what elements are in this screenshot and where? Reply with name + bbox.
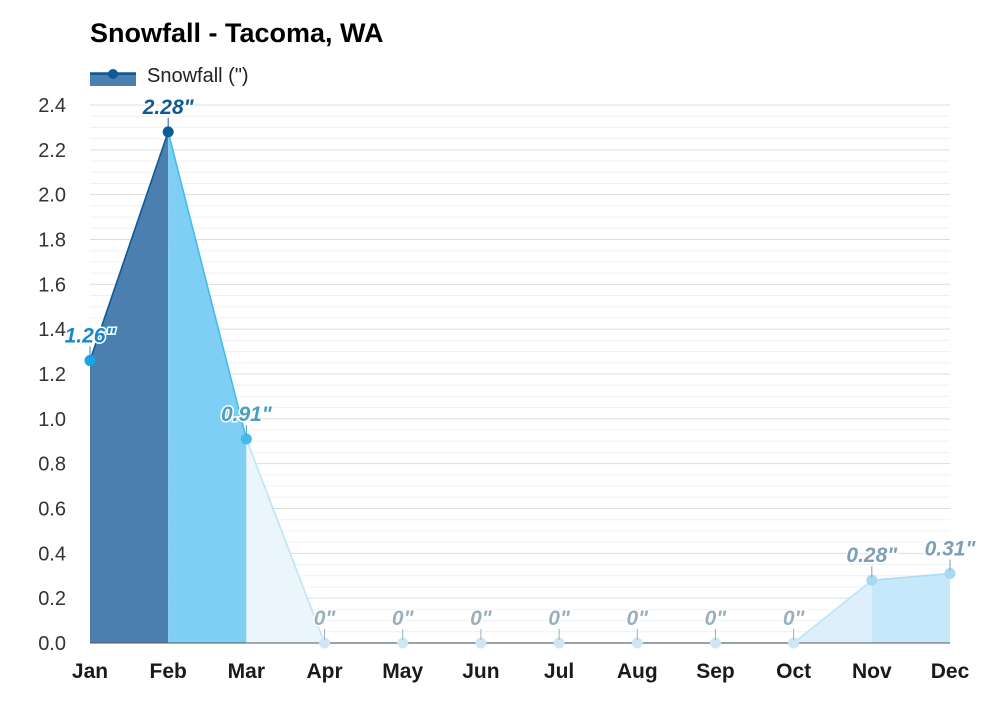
x-tick-label-may: May [382, 660, 423, 683]
y-tick-label: 1.6 [38, 274, 66, 296]
x-tick-label-nov: Nov [852, 660, 892, 683]
data-label-feb: 2.28" [142, 96, 195, 119]
data-label-jan: 1.26" [65, 325, 117, 348]
series-line-segment [89, 131, 169, 361]
series-line-segment [871, 572, 951, 582]
x-tick-label-jan: Jan [72, 660, 108, 683]
y-tick-label: 2.2 [38, 140, 66, 162]
data-point-aug[interactable] [631, 637, 643, 649]
y-tick-label: 1.0 [38, 409, 66, 431]
data-label-apr: 0" [314, 607, 337, 630]
y-tick-label: 1.2 [38, 364, 66, 386]
x-tick-label-aug: Aug [617, 660, 658, 683]
data-point-jan[interactable] [84, 355, 96, 367]
y-tick-label: 0.6 [38, 499, 66, 521]
series-line-segment [793, 579, 873, 644]
x-tick-label-sep: Sep [696, 660, 735, 683]
chart-title: Snowfall - Tacoma, WA [90, 18, 384, 48]
data-point-may[interactable] [397, 637, 409, 649]
data-point-feb[interactable] [162, 126, 174, 138]
y-tick-label: 2.0 [38, 185, 66, 207]
area-segment-feb [168, 131, 247, 643]
area-segment-nov [871, 573, 950, 643]
data-label-aug: 0" [626, 607, 649, 630]
x-tick-label-mar: Mar [228, 660, 265, 683]
data-label-may: 0" [392, 607, 415, 630]
y-tick-label: 0.8 [38, 454, 66, 476]
data-point-oct[interactable] [788, 637, 800, 649]
x-tick-label-jun: Jun [462, 660, 499, 683]
area-segment-jan [90, 131, 169, 643]
data-point-dec[interactable] [944, 568, 956, 580]
data-point-jun[interactable] [475, 637, 487, 649]
x-tick-label-jul: Jul [544, 660, 574, 683]
data-label-dec: 0.31" [925, 538, 977, 561]
series-line-segment [167, 131, 248, 440]
legend[interactable]: Snowfall (") [90, 65, 249, 87]
area-fills [90, 131, 950, 643]
data-point-nov[interactable] [866, 574, 878, 586]
x-tick-label-feb: Feb [150, 660, 187, 683]
data-label-nov: 0.28" [846, 544, 898, 567]
data-labels: 1.26" 2.28" 0.91" 0" 0" 0" 0" 0" 0" 0" 0.28" 0.31" [63, 94, 978, 640]
x-tick-label-oct: Oct [776, 660, 811, 683]
x-tick-label-dec: Dec [931, 660, 970, 683]
legend-marker [108, 69, 118, 79]
data-label-jun: 0" [470, 607, 493, 630]
y-tick-label: 0.2 [38, 588, 66, 610]
y-tick-label: 0.0 [38, 633, 66, 655]
data-label-oct: 0" [783, 607, 806, 630]
y-tick-label: 1.4 [38, 319, 66, 341]
data-point-sep[interactable] [709, 637, 721, 649]
data-point-jul[interactable] [553, 637, 565, 649]
data-label-mar: 0.91" [221, 403, 273, 426]
data-point-apr[interactable] [319, 637, 331, 649]
data-label-sep: 0" [705, 607, 728, 630]
data-point-mar[interactable] [240, 433, 252, 445]
data-label-jul: 0" [548, 607, 571, 630]
y-axis-tick-labels: 0.0 0.2 0.4 0.6 0.8 1.0 1.2 1.4 1.6 1.8 2.0 2.2 2.4 [38, 95, 66, 655]
y-tick-label: 2.4 [38, 95, 66, 117]
series-line-segment [245, 438, 326, 644]
x-axis-tick-labels: Jan Feb Mar Apr May Jun Jul Aug Sep Oct Nov Dec [72, 660, 970, 683]
y-tick-label: 0.4 [38, 543, 66, 565]
x-tick-label-apr: Apr [306, 660, 342, 683]
legend-label: Snowfall (") [147, 65, 249, 87]
y-tick-label: 1.8 [38, 230, 66, 252]
data-points [84, 126, 956, 649]
